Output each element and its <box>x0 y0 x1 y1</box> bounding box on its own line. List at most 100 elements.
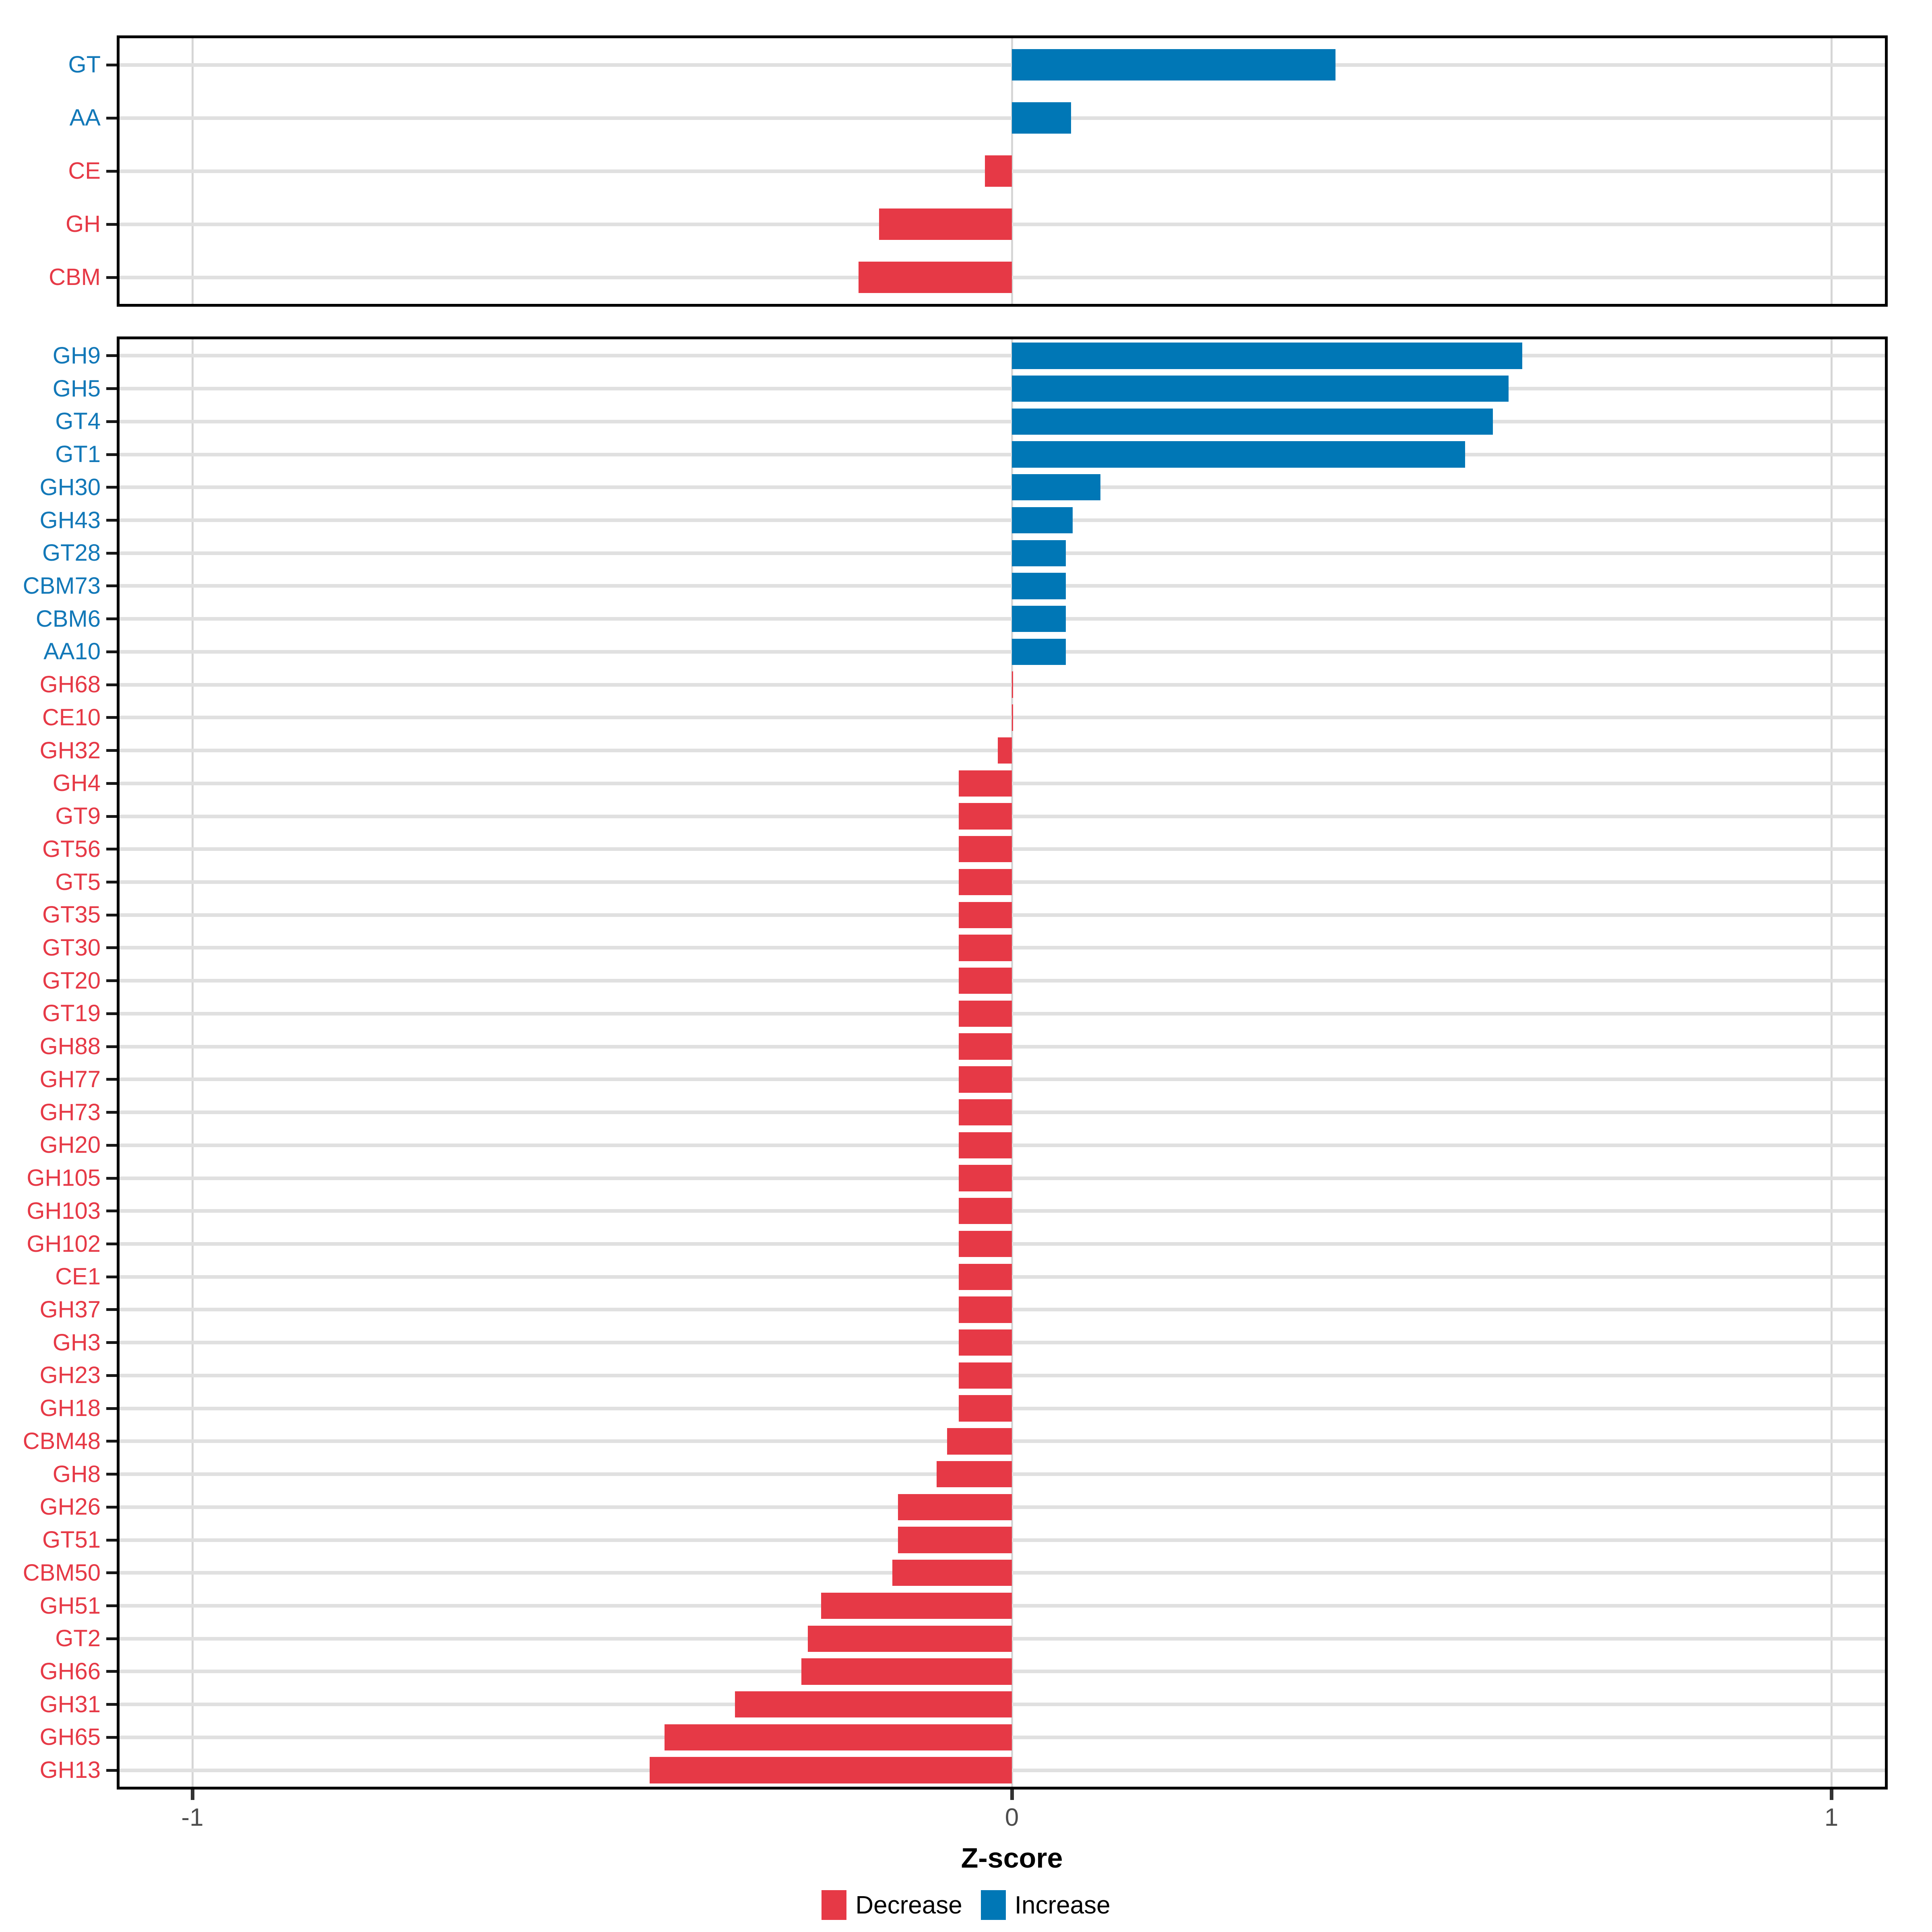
legend-label-increase: Increase <box>1014 1891 1110 1919</box>
bar-GT5[interactable] <box>958 869 1012 896</box>
y-gridline <box>120 650 1885 654</box>
bar-GH13[interactable] <box>650 1757 1012 1783</box>
y-axis-label-GH77: GH77 <box>39 1066 101 1092</box>
y-axis-label-GH51: GH51 <box>39 1592 101 1619</box>
y-tick <box>106 551 117 555</box>
y-axis-label-CE1: CE1 <box>55 1263 101 1290</box>
bar-CBM73[interactable] <box>1012 573 1066 599</box>
y-gridline <box>120 63 1885 67</box>
bar-GH105[interactable] <box>958 1165 1012 1191</box>
legend-swatch-increase <box>980 1890 1006 1920</box>
bar-GH26[interactable] <box>898 1494 1012 1520</box>
x-tick-1 <box>1010 1790 1014 1800</box>
bar-GT51[interactable] <box>898 1527 1012 1553</box>
bar-GH8[interactable] <box>936 1461 1012 1488</box>
bar-GT56[interactable] <box>958 836 1012 863</box>
y-tick <box>106 519 117 522</box>
y-tick <box>106 1604 117 1607</box>
y-tick <box>106 1505 117 1509</box>
bar-GH9[interactable] <box>1012 343 1523 369</box>
bar-GH66[interactable] <box>801 1658 1012 1685</box>
y-tick <box>106 1440 117 1443</box>
bar-GH77[interactable] <box>958 1066 1012 1093</box>
legend-item-decrease[interactable]: Decrease <box>822 1890 962 1920</box>
y-axis-label-GH18: GH18 <box>39 1395 101 1422</box>
bar-GT28[interactable] <box>1012 540 1066 566</box>
x-axis-title: Z-score <box>961 1842 1063 1874</box>
y-axis-label-GT35: GT35 <box>42 902 101 928</box>
bar-GH20[interactable] <box>958 1132 1012 1158</box>
bar-CE[interactable] <box>985 155 1012 187</box>
y-tick <box>106 1703 117 1706</box>
y-tick <box>106 617 117 621</box>
y-axis-label-GH88: GH88 <box>39 1033 101 1060</box>
y-tick <box>106 1243 117 1245</box>
top-panel <box>117 35 1888 307</box>
y-tick <box>106 1308 117 1311</box>
bar-GH51[interactable] <box>821 1592 1012 1619</box>
bar-GH68[interactable] <box>1012 671 1013 698</box>
bar-GH32[interactable] <box>998 737 1012 764</box>
bar-GT4[interactable] <box>1012 408 1493 435</box>
bar-CBM[interactable] <box>859 262 1012 293</box>
y-axis-label-CBM: CBM <box>49 264 101 290</box>
bar-GT20[interactable] <box>958 967 1012 994</box>
y-tick <box>106 1078 117 1081</box>
y-gridline <box>120 716 1885 720</box>
bar-GH3[interactable] <box>958 1329 1012 1356</box>
y-tick <box>106 1111 117 1114</box>
y-axis-label-GH4: GH4 <box>52 770 101 797</box>
y-gridline <box>120 617 1885 621</box>
bar-GH102[interactable] <box>958 1230 1012 1257</box>
bottom-panel <box>117 336 1888 1790</box>
y-axis-label-GT2: GT2 <box>55 1625 101 1652</box>
y-axis-label-GH37: GH37 <box>39 1296 101 1323</box>
bar-AA[interactable] <box>1012 102 1071 134</box>
y-axis-label-GH3: GH3 <box>52 1329 101 1356</box>
y-tick <box>106 1341 117 1344</box>
y-tick <box>106 946 117 949</box>
legend-swatch-decrease <box>822 1890 847 1920</box>
bar-GH103[interactable] <box>958 1198 1012 1224</box>
bar-CBM6[interactable] <box>1012 605 1066 632</box>
y-axis-label-GH20: GH20 <box>39 1132 101 1158</box>
bar-CBM50[interactable] <box>892 1560 1012 1586</box>
bottom-panel-plot-area <box>120 339 1885 1787</box>
bar-GH18[interactable] <box>958 1395 1012 1422</box>
bar-GH[interactable] <box>879 208 1012 240</box>
bar-AA10[interactable] <box>1012 638 1066 665</box>
bar-GT30[interactable] <box>958 935 1012 961</box>
legend-label-decrease: Decrease <box>855 1891 962 1919</box>
bar-GT1[interactable] <box>1012 441 1465 468</box>
y-gridline <box>120 551 1885 555</box>
bar-GH4[interactable] <box>958 770 1012 797</box>
bar-GH23[interactable] <box>958 1362 1012 1389</box>
y-tick <box>106 1275 117 1278</box>
y-tick <box>106 420 117 423</box>
y-axis-label-GH: GH <box>66 211 101 237</box>
y-axis-label-CE: CE <box>68 158 101 184</box>
bar-GH65[interactable] <box>664 1724 1012 1751</box>
bar-GH30[interactable] <box>1012 474 1100 501</box>
bar-GH31[interactable] <box>735 1691 1012 1718</box>
bar-GT19[interactable] <box>958 1000 1012 1027</box>
bar-GH5[interactable] <box>1012 375 1509 402</box>
bar-GH73[interactable] <box>958 1099 1012 1126</box>
bar-GT2[interactable] <box>808 1625 1012 1652</box>
y-tick <box>106 848 117 851</box>
y-axis-label-GH105: GH105 <box>27 1165 101 1191</box>
y-tick <box>106 881 117 883</box>
y-tick <box>106 387 117 390</box>
y-tick <box>106 1736 117 1739</box>
bar-GH43[interactable] <box>1012 507 1073 534</box>
bar-GT35[interactable] <box>958 902 1012 928</box>
bar-GT9[interactable] <box>958 803 1012 830</box>
bar-GH37[interactable] <box>958 1296 1012 1323</box>
legend-item-increase[interactable]: Increase <box>980 1890 1110 1920</box>
y-axis-label-GH102: GH102 <box>27 1230 101 1257</box>
bar-CE1[interactable] <box>958 1263 1012 1290</box>
bar-GT[interactable] <box>1012 49 1336 80</box>
bar-GH88[interactable] <box>958 1033 1012 1060</box>
bar-CBM48[interactable] <box>947 1428 1012 1455</box>
bar-CE10[interactable] <box>1012 704 1013 731</box>
